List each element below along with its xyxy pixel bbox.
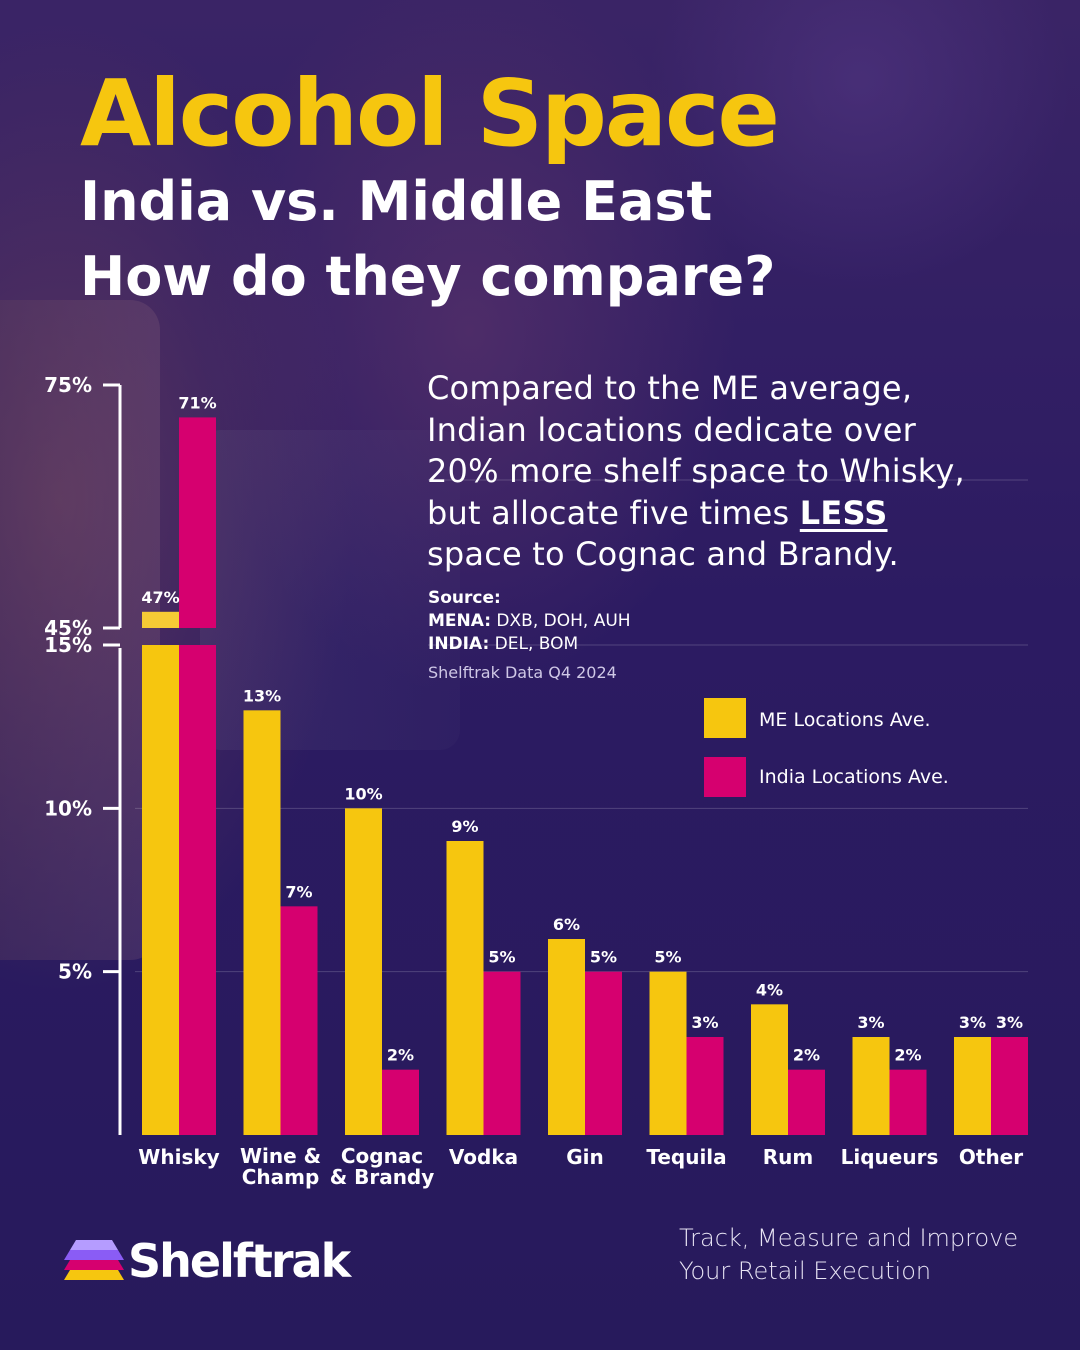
description-line: Compared to the ME average,: [427, 369, 913, 407]
subtitle-line-1: India vs. Middle East: [80, 170, 713, 233]
data-label: 7%: [285, 882, 312, 901]
bar-india: [889, 1069, 927, 1135]
bar-india-upper: [179, 417, 216, 628]
category-label-line: Other: [959, 1145, 1023, 1169]
category-label-line: Rum: [763, 1145, 813, 1169]
bar-me-upper: [142, 611, 179, 628]
source-heading: Source:: [428, 588, 501, 608]
legend-label-india: India Locations Ave.: [759, 766, 949, 788]
category-label: Vodka: [449, 1145, 518, 1169]
category-label: Whisky: [138, 1145, 219, 1169]
y-axis-tick-label: 15%: [44, 633, 92, 657]
bar-india: [991, 1037, 1028, 1135]
bar-india: [280, 906, 318, 1135]
data-label: 13%: [243, 686, 281, 705]
category-label-line: Tequila: [646, 1145, 726, 1169]
data-label: 3%: [857, 1013, 884, 1032]
bar-me: [751, 1004, 788, 1135]
bars-layer: [142, 417, 1028, 1135]
category-label: Liqueurs: [841, 1145, 939, 1169]
bar-india: [585, 971, 622, 1135]
data-label: 5%: [488, 948, 515, 967]
data-label: 3%: [996, 1013, 1023, 1032]
y-axis-tick-label: 5%: [58, 960, 92, 984]
bar-me: [243, 710, 281, 1135]
data-label: 9%: [451, 817, 478, 836]
bar-me: [954, 1037, 991, 1135]
bar-me: [649, 971, 687, 1135]
bar-india: [179, 645, 216, 1135]
axis-layer: 75% 45%15% 10% 5%: [44, 373, 122, 1135]
category-label: Gin: [566, 1145, 604, 1169]
category-label-line: Wine &: [240, 1144, 321, 1168]
data-label: 3%: [959, 1013, 986, 1032]
category-label: Tequila: [646, 1145, 726, 1169]
source-india-value: DEL, BOM: [489, 634, 579, 654]
category-label-line: Whisky: [138, 1145, 219, 1169]
data-label: 6%: [553, 915, 580, 934]
source-mena-label: MENA:: [428, 611, 492, 631]
bar-india: [382, 1069, 419, 1135]
data-label: 47%: [141, 588, 179, 607]
category-label: Rum: [763, 1145, 813, 1169]
brand-name: Shelftrak: [128, 1234, 351, 1288]
source-data-note: Shelftrak Data Q4 2024: [428, 663, 617, 682]
labels-layer: 47% 71% Whisky 13% 7% Wine & Champ 10% 2% Cognac &…: [138, 393, 1023, 1189]
y-axis-tick-label: 10%: [44, 796, 92, 820]
data-label: 2%: [894, 1046, 921, 1065]
y-axis-tick-label: 75%: [44, 373, 92, 397]
category-label: Other: [959, 1145, 1023, 1169]
background-bottle-middle: [200, 430, 460, 750]
shelftrak-logo-icon: [64, 1240, 124, 1280]
background-bottle-left: [0, 300, 160, 960]
category-label-line: Cognac: [341, 1144, 423, 1168]
bar-me: [548, 939, 585, 1135]
source-mena-value: DXB, DOH, AUH: [491, 611, 631, 631]
tagline-line-2: Your Retail Execution: [679, 1257, 932, 1285]
data-label: 5%: [654, 948, 681, 967]
legend-swatch-me: [704, 698, 746, 738]
category-label-line: Liqueurs: [841, 1145, 939, 1169]
source-mena: MENA: DXB, DOH, AUH: [428, 611, 631, 631]
description-emphasis: LESS: [799, 493, 888, 532]
legend-swatch-india: [704, 757, 746, 797]
y-axis-tick-label: 45%: [44, 616, 92, 640]
bar-india: [483, 971, 521, 1135]
category-label-line: Vodka: [449, 1145, 518, 1169]
bar-me: [852, 1037, 890, 1135]
tagline-line-1: Track, Measure and Improve: [679, 1224, 1019, 1252]
page-title: Alcohol Space: [80, 60, 780, 167]
data-label: 5%: [590, 948, 617, 967]
data-label: 3%: [691, 1013, 718, 1032]
description-line: Indian locations dedicate over: [427, 410, 916, 449]
category-label-line: & Brandy: [330, 1165, 435, 1189]
bar-me: [142, 645, 179, 1135]
source-india: INDIA: DEL, BOM: [428, 634, 578, 654]
data-label: 2%: [387, 1046, 414, 1065]
bar-india: [788, 1069, 825, 1135]
category-label: Cognac & Brandy: [330, 1144, 435, 1189]
data-label: 71%: [178, 393, 216, 412]
bar-india: [686, 1037, 724, 1135]
legend-label-me: ME Locations Ave.: [759, 709, 931, 731]
bar-me: [345, 808, 382, 1135]
description-line: but allocate five times LESS: [427, 493, 1027, 535]
data-label: 2%: [793, 1046, 820, 1065]
source-india-label: INDIA:: [428, 634, 490, 654]
category-label-line: Gin: [566, 1145, 604, 1169]
data-label: 4%: [756, 980, 783, 999]
data-label: 10%: [344, 784, 382, 803]
description-text: but allocate five times: [427, 493, 800, 532]
description: Compared to the ME average, Indian locat…: [427, 368, 1027, 576]
description-line: space to Cognac and Brandy.: [427, 535, 899, 573]
bar-me: [446, 841, 484, 1135]
subtitle-line-2: How do they compare?: [80, 245, 776, 308]
description-line: 20% more shelf space to Whisky,: [427, 452, 965, 490]
category-label: Wine & Champ: [240, 1144, 321, 1189]
category-label-line: Champ: [242, 1165, 320, 1189]
